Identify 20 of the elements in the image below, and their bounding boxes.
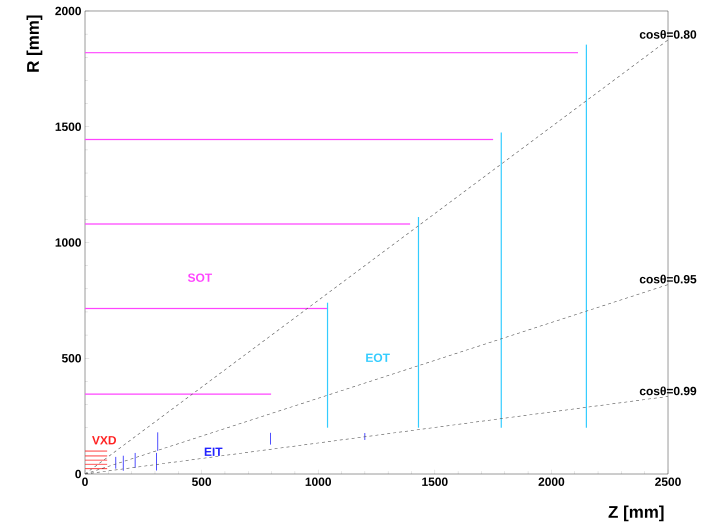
y-tick-label: 500 (62, 354, 81, 362)
x-tick-label: 2000 (538, 478, 564, 486)
series-label: cosθ=0.95 (640, 274, 696, 284)
annotation: SOT (188, 273, 212, 282)
y-tick-label: 1500 (56, 122, 81, 131)
y-axis-title: R [mm] (26, 15, 42, 72)
x-tick-label: 1000 (306, 478, 332, 486)
annotation: EIT (204, 448, 222, 456)
x-tick-label: 0 (82, 478, 88, 486)
x-tick-label: 2500 (655, 478, 681, 486)
y-tick-label: 0 (75, 470, 81, 478)
y-tick-label: 1000 (56, 238, 81, 247)
annotation: VXD (92, 436, 116, 444)
x-tick-label: 500 (192, 478, 212, 486)
x-axis-title: Z [mm] (608, 506, 664, 522)
series-label: cosθ=0.80 (640, 30, 696, 39)
series-label: cosθ=0.99 (640, 386, 696, 396)
annotation: EOT (366, 354, 390, 362)
x-tick-label: 1500 (422, 478, 448, 486)
y-tick-label: 2000 (55, 6, 81, 16)
